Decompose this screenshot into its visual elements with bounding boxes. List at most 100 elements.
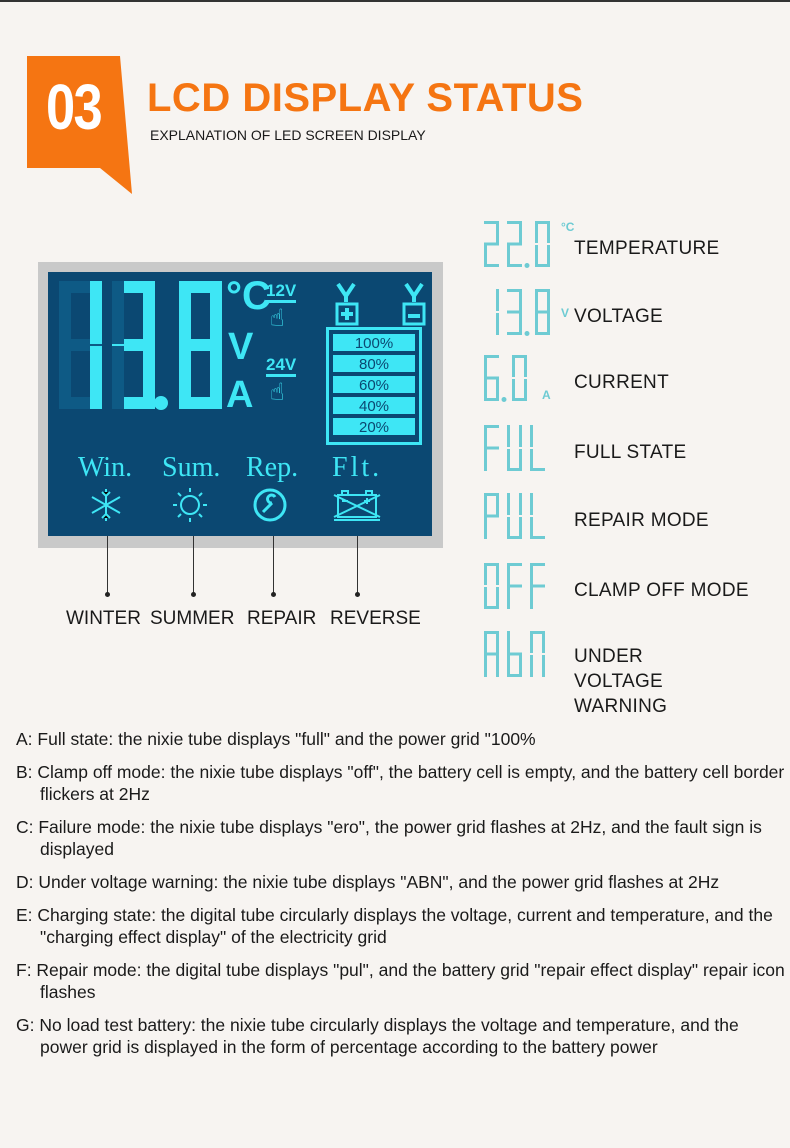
label-winter: WINTER — [66, 608, 141, 629]
segment — [519, 313, 522, 335]
label-repair: REPAIR — [247, 608, 317, 629]
segment — [496, 631, 499, 653]
top-border — [0, 0, 790, 2]
leader-dot — [271, 592, 276, 597]
segment — [507, 587, 510, 609]
segment — [507, 536, 522, 539]
segment — [507, 493, 510, 515]
segment — [530, 584, 545, 588]
section-badge — [27, 56, 132, 194]
segment — [507, 221, 522, 224]
voltage-12v: 12V — [266, 282, 297, 303]
segment — [484, 587, 487, 609]
segment-readout — [484, 221, 550, 268]
segment — [484, 563, 487, 585]
segment — [484, 563, 499, 566]
segment — [484, 425, 487, 447]
leader-line — [107, 536, 108, 594]
segment — [547, 221, 550, 243]
segment — [507, 449, 510, 471]
segment — [507, 310, 522, 314]
segment-dot — [501, 397, 507, 402]
segment — [484, 514, 499, 518]
segment — [484, 652, 499, 656]
segment — [512, 379, 515, 401]
segment — [530, 631, 545, 634]
snowflake-icon — [91, 489, 121, 521]
segment — [507, 332, 522, 335]
battery-level-grid: 100% 80% 60% 40% 20% — [326, 327, 422, 445]
unit-volt: V — [228, 326, 254, 368]
state-display: V — [483, 288, 573, 348]
state-label: CLAMP OFF MODE — [574, 580, 749, 601]
segment — [484, 631, 499, 634]
segment — [535, 289, 550, 292]
segment — [496, 587, 499, 609]
segment — [90, 281, 102, 344]
segment — [484, 446, 499, 450]
segment — [484, 606, 499, 609]
segment — [530, 587, 533, 609]
state-display — [483, 424, 573, 484]
segment — [90, 346, 102, 409]
unit-amp: A — [226, 374, 254, 416]
segment — [484, 242, 499, 246]
segment — [519, 425, 522, 447]
leader-dot — [355, 592, 360, 597]
segment — [530, 655, 533, 677]
segment — [112, 281, 124, 344]
segment-readout — [496, 289, 550, 336]
segment — [507, 468, 522, 471]
segment — [507, 264, 522, 267]
segment — [535, 310, 550, 314]
battery-cell: 80% — [332, 354, 416, 373]
state-label: VOLTAGE — [574, 306, 664, 327]
page-title: LCD DISPLAY STATUS — [147, 76, 584, 120]
page-subtitle: EXPLANATION OF LED SCREEN DISPLAY — [150, 127, 426, 143]
segment — [535, 332, 550, 335]
segment — [507, 584, 522, 588]
lcd-main-reading — [59, 281, 222, 410]
leader-dot — [105, 592, 110, 597]
state-display — [483, 562, 573, 622]
segment — [484, 493, 487, 515]
segment — [530, 563, 533, 585]
leader-line — [193, 536, 194, 594]
label-summer: SUMMER — [150, 608, 235, 629]
segment-readout — [484, 493, 545, 539]
segment — [496, 493, 499, 515]
segment — [59, 281, 71, 344]
label-reverse: REVERSE — [330, 608, 421, 629]
segment — [512, 398, 527, 401]
note-item: A: Full state: the nixie tube displays "… — [16, 729, 536, 749]
state-display: °C — [483, 220, 574, 280]
segment — [535, 264, 550, 267]
voltage-24v: 24V — [266, 356, 297, 377]
battery-fault-icon — [333, 490, 381, 521]
segment — [542, 631, 545, 653]
segment — [519, 289, 522, 311]
segment — [484, 245, 487, 267]
mode-summer-abbr: Sum. — [162, 452, 221, 483]
note-item: E: Charging state: the digital tube circ… — [16, 905, 773, 947]
wrench-icon — [253, 488, 287, 522]
state-label: REPAIR MODE — [574, 510, 709, 531]
segment — [530, 425, 533, 447]
state-label: CURRENT — [574, 372, 669, 393]
segment — [484, 221, 499, 224]
segment — [496, 655, 499, 677]
segment — [512, 355, 527, 358]
segment — [143, 281, 155, 344]
segment — [507, 655, 510, 677]
segment — [519, 493, 522, 515]
segment — [484, 655, 487, 677]
segment — [143, 346, 155, 409]
segment — [112, 346, 124, 409]
segment — [210, 281, 222, 344]
leader-dot — [191, 592, 196, 597]
state-label: UNDER VOLTAGE WARNING — [574, 646, 668, 717]
segment-readout — [484, 563, 545, 609]
segment-dot — [154, 396, 168, 410]
state-display — [483, 492, 573, 552]
segment — [519, 449, 522, 471]
